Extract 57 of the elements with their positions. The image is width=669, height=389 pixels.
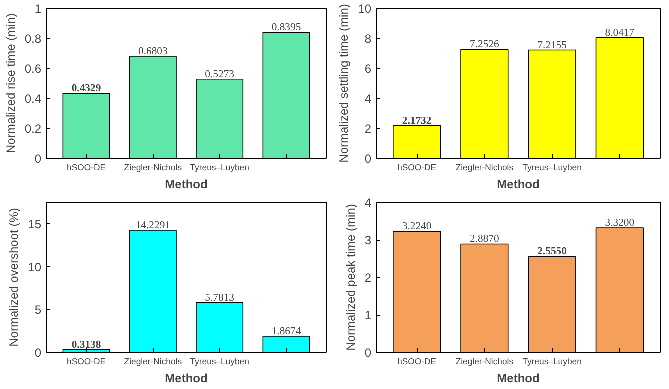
data-label: 14.2291 [136, 220, 170, 232]
x-axis-title: Method [497, 178, 540, 192]
x-tick-label: Tyreus–Luyben [190, 356, 250, 366]
data-label: 0.6803 [138, 46, 168, 58]
y-axis-title: Normalized settling time (min) [337, 4, 352, 163]
data-label: 0.4329 [72, 84, 102, 95]
data-label: 2.1732 [402, 116, 432, 127]
y-tick-label: 10 [358, 2, 372, 16]
y-tick-label: 1 [364, 308, 372, 322]
data-label: 2.8870 [470, 234, 500, 246]
y-tick-label: 0 [34, 346, 42, 360]
x-tick-label: hSOO-DE [67, 356, 106, 366]
y-tick-label: 0.6 [24, 62, 42, 76]
y-tick-label: 8 [364, 32, 372, 46]
y-tick-label: 0 [364, 346, 372, 360]
x-tick-label: Ziegler-Nichols [456, 162, 514, 172]
x-tick-label: hSOO-DE [398, 356, 437, 366]
x-tick-label: Ziegler-Nichols [124, 162, 183, 172]
data-label: 1.8674 [272, 326, 302, 338]
x-axis-title: Method [165, 372, 208, 386]
y-tick-label: 15 [28, 217, 42, 232]
data-label: 3.3200 [605, 218, 635, 229]
data-label: 0.5273 [205, 69, 234, 80]
x-tick-label: Tyreus–Luyben [522, 356, 582, 366]
data-label: 5.7813 [205, 292, 234, 304]
y-axis-title: Normalized overshoot (%) [7, 208, 22, 347]
x-axis-title: Method [497, 372, 540, 386]
y-tick-label: 1 [34, 2, 42, 16]
y-tick-label: 0.4 [24, 92, 42, 106]
x-tick-label: Tyreus–Luyben [190, 162, 250, 172]
y-tick-label: 4 [364, 196, 372, 210]
y-tick-label: 3 [364, 234, 372, 248]
y-tick-label: 6 [364, 62, 372, 76]
data-label: 7.2526 [470, 40, 500, 51]
x-tick-label: Ziegler-Nichols [456, 356, 514, 366]
data-label: 0.8395 [272, 22, 302, 34]
x-axis-title: Method [165, 178, 208, 192]
data-label: 2.5550 [538, 246, 567, 258]
x-tick-label: hSOO-DE [67, 162, 106, 172]
y-tick-label: 0.8 [24, 32, 42, 46]
y-axis-title: Normalized peak time (min) [344, 204, 358, 351]
y-tick-label: 4 [364, 92, 372, 106]
data-label: 0.3138 [72, 340, 102, 351]
y-tick-label: 5 [34, 303, 42, 318]
x-tick-label: Tyreus–Luyben [522, 162, 582, 172]
data-label: 8.0417 [605, 28, 636, 39]
data-label: 3.2240 [402, 222, 432, 233]
y-tick-label: 2 [364, 122, 372, 136]
data-label: 7.2155 [538, 40, 567, 52]
x-tick-label: Ziegler-Nichols [124, 356, 183, 366]
y-axis-title: Normalized rise time (min) [4, 13, 18, 154]
y-tick-label: 2 [364, 271, 372, 285]
x-tick-label: hSOO-DE [398, 162, 437, 172]
y-tick-label: 0 [34, 152, 42, 166]
y-tick-label: 0 [364, 152, 372, 166]
y-tick-label: 10 [28, 260, 42, 274]
y-tick-label: 0.2 [24, 122, 42, 136]
